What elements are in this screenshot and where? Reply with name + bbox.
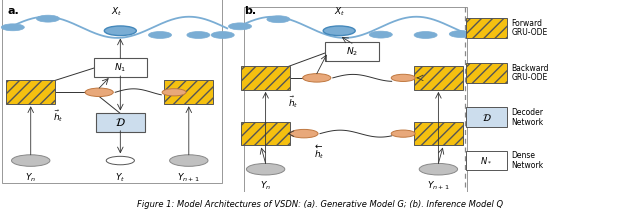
Text: Dense: Dense	[512, 151, 536, 160]
FancyBboxPatch shape	[2, 0, 222, 184]
Text: Backward: Backward	[512, 64, 549, 73]
Text: $\vec{h}_t$: $\vec{h}_t$	[288, 94, 298, 110]
FancyBboxPatch shape	[466, 18, 507, 38]
Circle shape	[187, 32, 210, 38]
Circle shape	[414, 32, 437, 38]
Circle shape	[148, 32, 172, 38]
Circle shape	[303, 74, 331, 82]
Text: $\overleftarrow{h}_t$: $\overleftarrow{h}_t$	[314, 143, 324, 161]
Text: $Y_n$: $Y_n$	[260, 180, 271, 192]
Circle shape	[1, 24, 24, 31]
Circle shape	[12, 155, 50, 166]
Circle shape	[246, 163, 285, 175]
FancyBboxPatch shape	[466, 63, 507, 83]
FancyBboxPatch shape	[466, 107, 507, 127]
FancyBboxPatch shape	[96, 113, 145, 131]
FancyBboxPatch shape	[164, 80, 213, 104]
FancyBboxPatch shape	[414, 122, 463, 145]
Text: $N_1$: $N_1$	[114, 61, 127, 74]
Circle shape	[391, 74, 415, 82]
FancyBboxPatch shape	[241, 66, 290, 90]
Circle shape	[323, 26, 355, 36]
Text: $Y_{n+1}$: $Y_{n+1}$	[177, 171, 200, 184]
Text: Network: Network	[512, 118, 544, 127]
Text: $N_*$: $N_*$	[480, 156, 493, 165]
Text: Network: Network	[512, 161, 544, 170]
Text: GRU-ODE: GRU-ODE	[512, 28, 548, 37]
Text: $N_2$: $N_2$	[346, 46, 358, 58]
FancyBboxPatch shape	[244, 7, 467, 193]
Circle shape	[267, 16, 290, 23]
FancyBboxPatch shape	[241, 122, 290, 145]
Circle shape	[449, 31, 472, 37]
FancyBboxPatch shape	[326, 42, 379, 61]
Circle shape	[391, 130, 415, 137]
Text: $\mathcal{D}$: $\mathcal{D}$	[115, 116, 125, 128]
Text: GRU-ODE: GRU-ODE	[512, 73, 548, 82]
FancyBboxPatch shape	[414, 66, 463, 90]
Circle shape	[369, 31, 392, 38]
Text: $\vec{h}_t$: $\vec{h}_t$	[53, 109, 63, 124]
Text: $Y_{n+1}$: $Y_{n+1}$	[427, 180, 450, 192]
Circle shape	[36, 15, 60, 22]
Text: Forward: Forward	[512, 19, 543, 28]
Circle shape	[211, 32, 234, 38]
Text: $Y_t$: $Y_t$	[115, 171, 125, 184]
FancyBboxPatch shape	[6, 80, 55, 104]
Text: Decoder: Decoder	[512, 108, 544, 117]
Text: b.: b.	[244, 6, 257, 16]
Circle shape	[104, 26, 136, 36]
Text: a.: a.	[8, 6, 19, 16]
Text: $Y_n$: $Y_n$	[25, 171, 36, 184]
FancyBboxPatch shape	[466, 151, 507, 171]
FancyBboxPatch shape	[93, 58, 147, 77]
Circle shape	[290, 129, 318, 138]
Circle shape	[170, 155, 208, 166]
Text: Figure 1: Model Architectures of VSDN: (a). Generative Model G; (b). Inference M: Figure 1: Model Architectures of VSDN: (…	[137, 200, 503, 209]
Text: $X_t$: $X_t$	[333, 6, 345, 18]
Text: $\mathcal{D}$: $\mathcal{D}$	[481, 112, 492, 123]
Circle shape	[85, 88, 113, 97]
Circle shape	[419, 163, 458, 175]
Text: $X_t$: $X_t$	[111, 6, 123, 18]
Circle shape	[228, 23, 252, 30]
Circle shape	[162, 89, 186, 96]
Circle shape	[106, 156, 134, 165]
